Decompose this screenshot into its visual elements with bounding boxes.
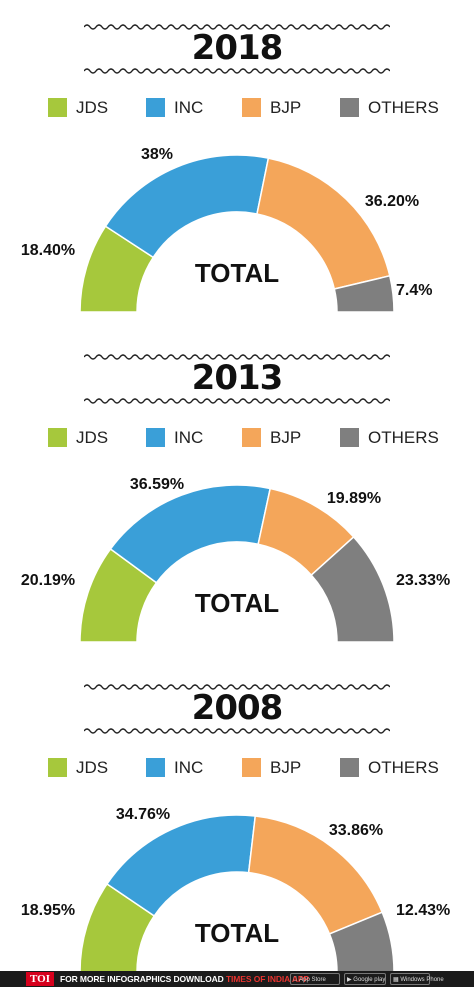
data-label-inc: 34.76% [116, 806, 170, 823]
wavy-divider-bottom [84, 68, 390, 74]
wave-line [84, 684, 390, 690]
data-label-bjp: 36.20% [365, 193, 419, 210]
google-play-badge[interactable]: ▶ Google play [344, 973, 386, 985]
chart-section-2008: 2008 JDS INC BJP OTHERS 18.95% 34.76% 33.86% 1… [0, 660, 474, 988]
data-label-inc: 36.59% [130, 476, 184, 493]
center-label: TOTAL [195, 588, 279, 618]
legend-swatch [242, 758, 261, 777]
legend: JDS INC BJP OTHERS [48, 428, 468, 450]
legend-swatch [146, 98, 165, 117]
wave-line [84, 398, 390, 404]
play-icon: ▶ [347, 977, 352, 983]
wave-line [84, 24, 390, 30]
year-title: 2018 [191, 28, 284, 68]
legend-swatch [340, 428, 359, 447]
segment-others [333, 274, 395, 313]
center-label: TOTAL [195, 258, 279, 288]
legend-label: BJP [270, 428, 302, 447]
footer-text-part2: TIMES OF INDIA APP [225, 974, 309, 984]
data-label-bjp: 33.86% [329, 822, 383, 839]
legend-swatch [242, 98, 261, 117]
legend-label: INC [174, 98, 204, 117]
wavy-divider-top [84, 684, 390, 690]
data-label-jds: 20.19% [21, 572, 75, 589]
semi-donut-chart: 18.40% 38% 36.20% 7.4% TOTAL [21, 146, 432, 313]
legend-swatch [48, 98, 67, 117]
legend-label: BJP [270, 98, 302, 117]
center-label: TOTAL [195, 918, 279, 948]
data-label-others: 12.43% [396, 902, 450, 919]
legend-label: OTHERS [368, 758, 439, 777]
apple-icon:  [293, 977, 298, 983]
data-label-jds: 18.95% [21, 902, 75, 919]
legend-swatch [146, 428, 165, 447]
legend-label: JDS [76, 98, 109, 117]
legend-swatch [48, 428, 67, 447]
wavy-divider-bottom [84, 398, 390, 404]
app-store-badge[interactable]:  App Store [290, 973, 340, 985]
legend-swatch [48, 758, 67, 777]
legend-label: JDS [76, 428, 109, 447]
chart-section-2013: 2013 JDS INC BJP OTHERS 20.19% 36.59% 19.89% 2… [0, 330, 474, 658]
legend: JDS INC BJP OTHERS [48, 98, 468, 120]
wave-line [84, 728, 390, 734]
footer-text-part1: FOR MORE INFOGRAPHICS DOWNLOAD [60, 974, 226, 984]
footer-banner: TOI FOR MORE INFOGRAPHICS DOWNLOAD TIMES… [0, 971, 474, 987]
data-label-jds: 18.40% [21, 242, 75, 259]
semi-donut-chart: 20.19% 36.59% 19.89% 23.33% TOTAL [21, 476, 450, 643]
legend-label: INC [174, 428, 204, 447]
legend-label: INC [174, 758, 204, 777]
data-label-inc: 38% [141, 146, 173, 163]
windows-phone-badge[interactable]: ▦ Windows Phone [390, 973, 444, 985]
wavy-divider-bottom [84, 728, 390, 734]
year-title: 2008 [191, 688, 284, 728]
legend-swatch [340, 758, 359, 777]
wavy-divider-top [84, 24, 390, 30]
year-title: 2013 [191, 358, 284, 398]
windows-icon: ▦ [393, 977, 399, 983]
legend-label: JDS [76, 758, 109, 777]
data-label-others: 23.33% [396, 572, 450, 589]
legend-swatch [340, 98, 359, 117]
toi-logo: TOI [26, 972, 54, 986]
data-label-others: 7.4% [396, 282, 432, 299]
legend: JDS INC BJP OTHERS [48, 758, 468, 780]
legend-swatch [242, 428, 261, 447]
legend-label: OTHERS [368, 98, 439, 117]
footer-promo-text: FOR MORE INFOGRAPHICS DOWNLOAD TIMES OF … [60, 973, 309, 985]
segment-others [310, 535, 395, 643]
legend-swatch [146, 758, 165, 777]
segment-inc [104, 154, 270, 259]
wave-line [84, 354, 390, 360]
wavy-divider-top [84, 354, 390, 360]
data-label-bjp: 19.89% [327, 490, 381, 507]
semi-donut-chart: 18.95% 34.76% 33.86% 12.43% TOTAL [21, 806, 450, 973]
wave-line [84, 68, 390, 74]
legend-label: OTHERS [368, 428, 439, 447]
legend-label: BJP [270, 758, 302, 777]
chart-section-2018: 2018 JDS INC BJP OTHERS 18.40% 38% 36.20% 7.4%… [0, 0, 474, 328]
